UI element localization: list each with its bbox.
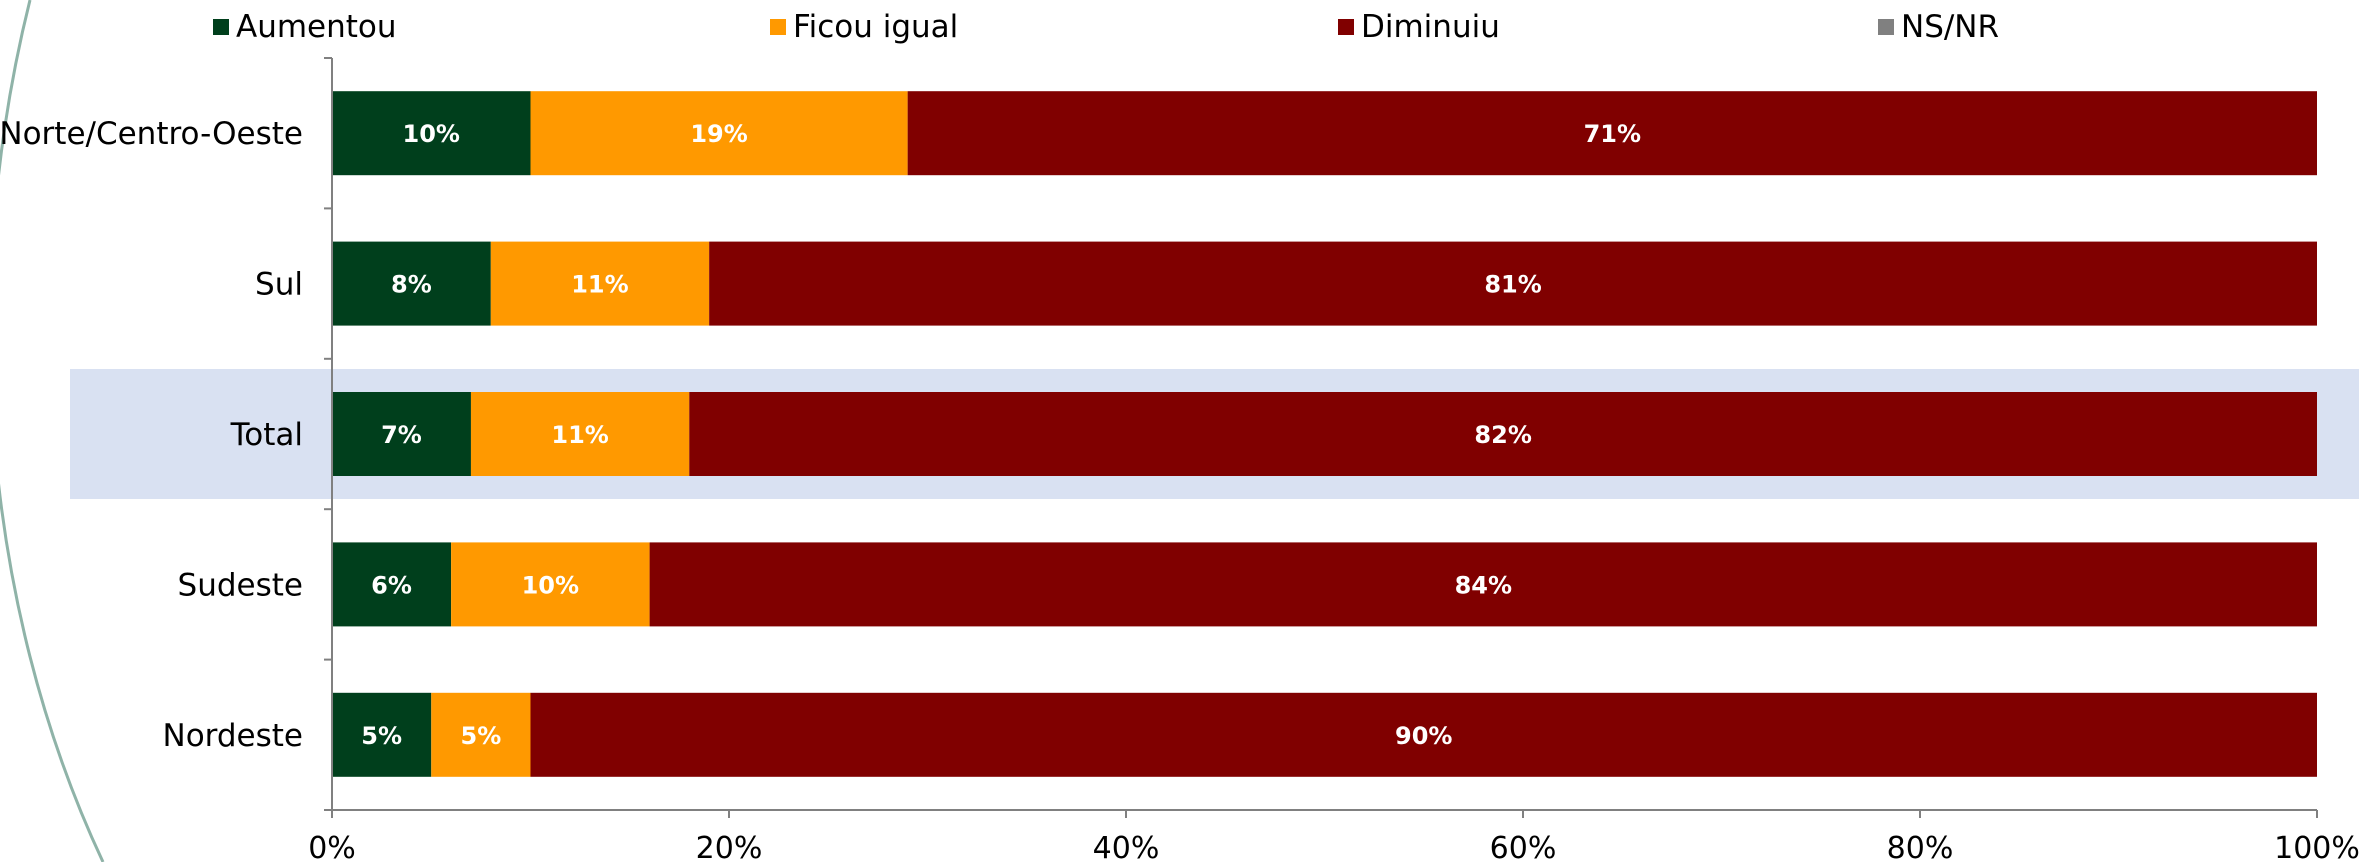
data-label-diminuiu-total: 82% — [1474, 421, 1531, 449]
legend-label-ns-nr: NS/NR — [1901, 9, 1999, 45]
data-label-aumentou-sul: 8% — [391, 271, 432, 299]
category-label-total: Total — [230, 417, 303, 453]
legend-swatch-aumentou — [213, 19, 229, 35]
bar-diminuiu-sul — [709, 241, 2317, 326]
x-tick-label-100: 100% — [2274, 831, 2359, 862]
category-label-sudeste: Sudeste — [178, 567, 303, 603]
x-tick-label-20: 20% — [696, 831, 763, 862]
bar-ficou-igual-total — [470, 392, 690, 476]
decorative-arc — [0, 0, 105, 862]
x-tick-label-0: 0% — [308, 831, 356, 862]
data-label-ficou-igual-nordeste: 5% — [461, 722, 502, 750]
data-label-aumentou-sudeste: 6% — [371, 571, 412, 599]
bar-aumentou-norte-centro-oeste — [332, 91, 531, 176]
bar-ficou-igual-norte-centro-oeste — [530, 91, 908, 176]
data-label-ficou-igual-sudeste: 10% — [522, 571, 579, 599]
bar-aumentou-sudeste — [332, 542, 452, 627]
bar-diminuiu-sudeste — [649, 542, 2317, 627]
data-label-ficou-igual-sul: 11% — [571, 271, 628, 299]
data-label-aumentou-norte-centro-oeste: 10% — [403, 120, 460, 148]
bars: 10% 19% 71% Norte/Centro-Oeste 8% 11% 81% Sul 7%… — [0, 91, 2317, 777]
data-label-diminuiu-nordeste: 90% — [1395, 722, 1452, 750]
data-label-aumentou-nordeste: 5% — [361, 722, 402, 750]
bar-aumentou-nordeste — [332, 692, 432, 777]
x-tick-label-60: 60% — [1490, 831, 1557, 862]
data-label-diminuiu-sul: 81% — [1484, 271, 1541, 299]
legend-swatch-ns-nr — [1878, 19, 1894, 35]
data-label-diminuiu-norte-centro-oeste: 71% — [1584, 120, 1641, 148]
bar-diminuiu-norte-centro-oeste — [907, 91, 2317, 176]
legend-swatch-ficou-igual — [770, 19, 786, 35]
bar-diminuiu-total — [689, 392, 2317, 476]
bar-ficou-igual-nordeste — [431, 692, 531, 777]
legend: Aumentou Ficou igual Diminuiu NS/NR — [213, 9, 1999, 45]
bar-aumentou-total — [332, 392, 471, 476]
legend-label-ficou-igual: Ficou igual — [793, 9, 958, 45]
x-tick-label-80: 80% — [1887, 831, 1954, 862]
category-label-sul: Sul — [255, 267, 303, 303]
bar-ficou-igual-sudeste — [451, 542, 650, 627]
data-label-ficou-igual-norte-centro-oeste: 19% — [690, 120, 747, 148]
category-label-norte-centro-oeste: Norte/Centro-Oeste — [0, 116, 303, 152]
category-label-nordeste: Nordeste — [163, 718, 303, 754]
bar-diminuiu-nordeste — [530, 692, 2317, 777]
bar-ficou-igual-sul — [490, 241, 710, 326]
data-label-ficou-igual-total: 11% — [551, 421, 608, 449]
data-label-aumentou-total: 7% — [381, 421, 422, 449]
data-label-diminuiu-sudeste: 84% — [1455, 571, 1512, 599]
axes: 0% 20% 40% 60% 80% 100% — [308, 57, 2359, 862]
legend-swatch-diminuiu — [1338, 19, 1354, 35]
x-tick-label-40: 40% — [1093, 831, 1160, 862]
legend-label-aumentou: Aumentou — [236, 9, 397, 45]
bar-aumentou-sul — [332, 241, 491, 326]
legend-label-diminuiu: Diminuiu — [1361, 9, 1500, 45]
